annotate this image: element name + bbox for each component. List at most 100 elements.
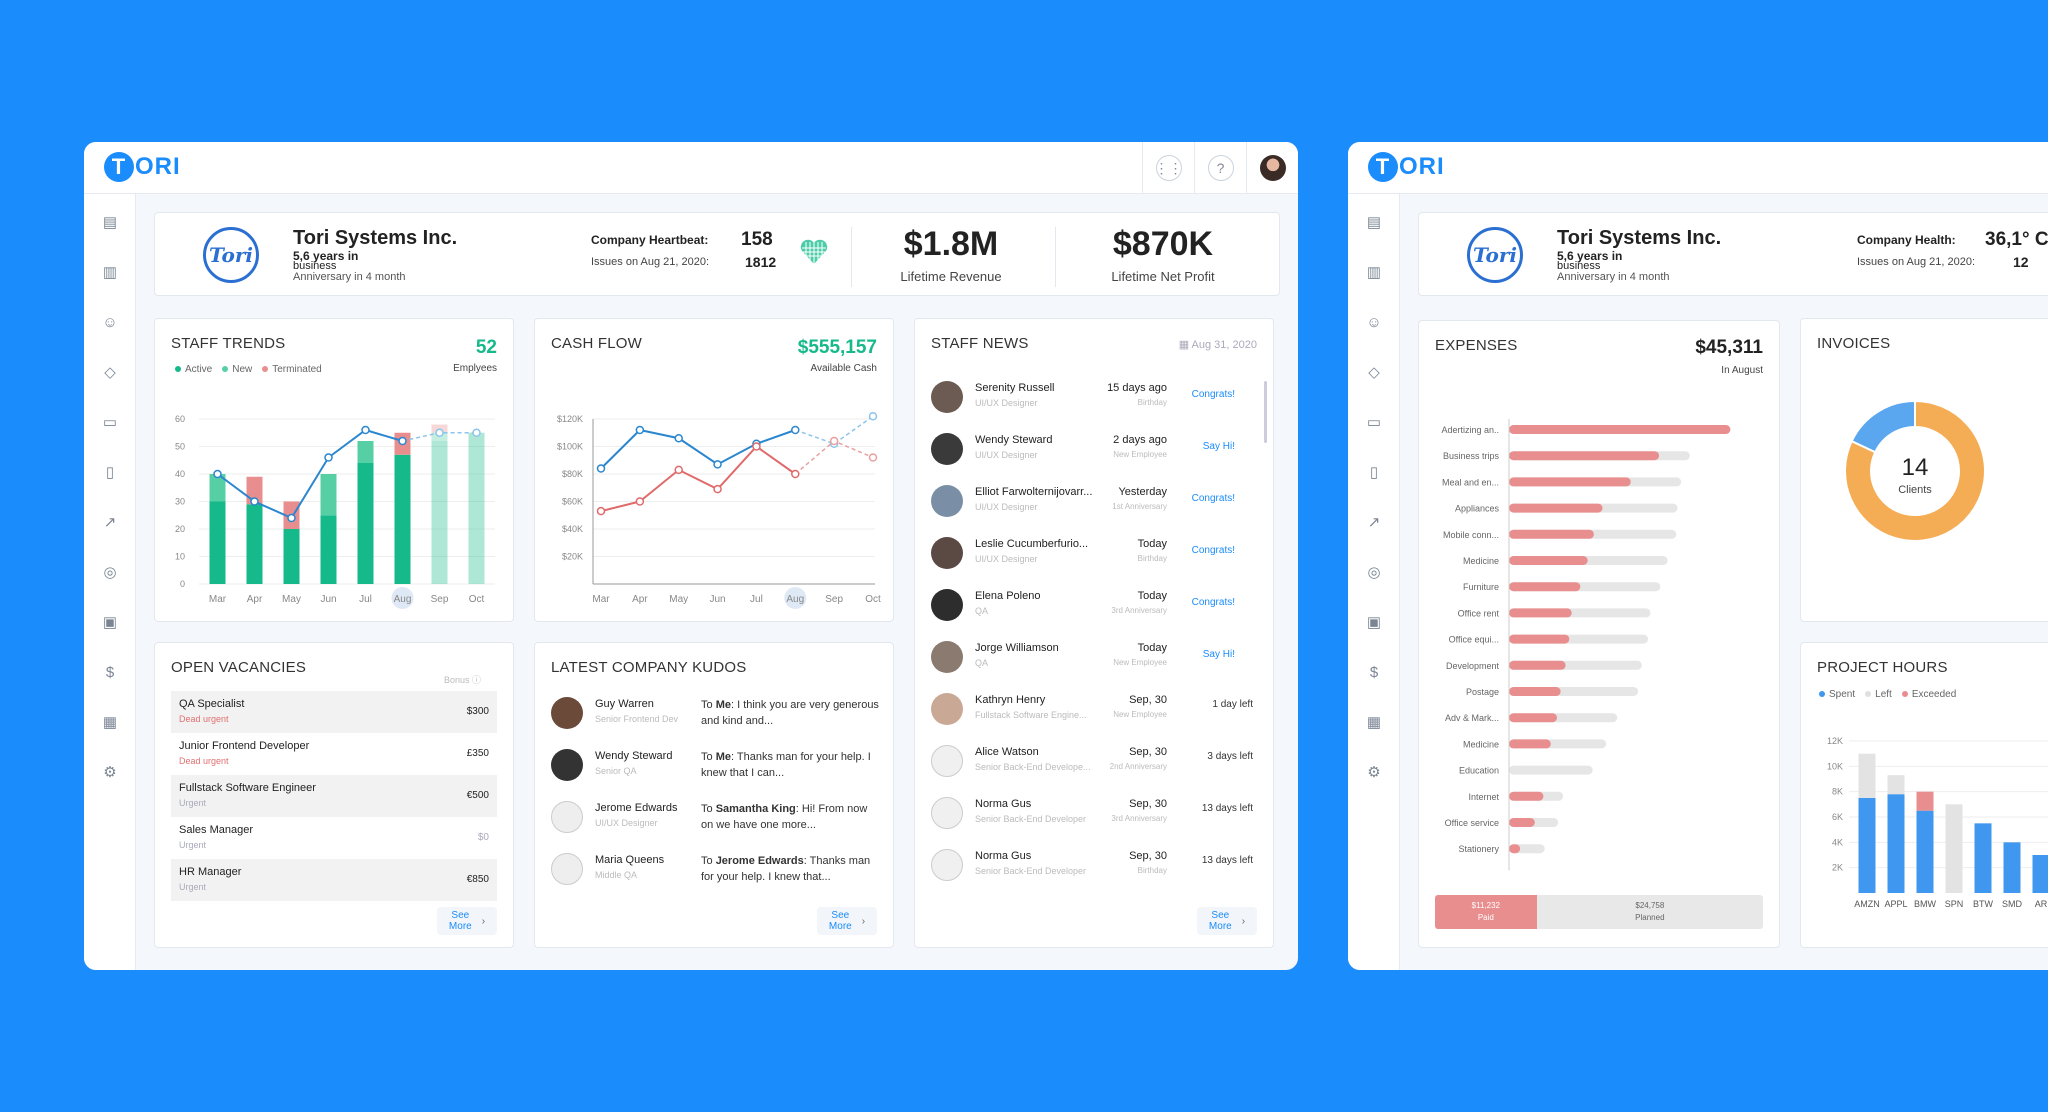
vacancy-status: Urgent bbox=[179, 882, 207, 892]
people-icon[interactable]: ☺ bbox=[102, 313, 118, 331]
news-action-button[interactable]: Congrats! bbox=[1191, 493, 1235, 504]
tag-icon[interactable]: ◇ bbox=[104, 364, 116, 381]
kudo-sender[interactable]: Wendy Steward bbox=[595, 750, 673, 762]
tori-logo[interactable]: T ORI bbox=[104, 152, 181, 182]
invoices-donut: 14 Clients bbox=[1844, 399, 1986, 542]
cash-point bbox=[674, 434, 683, 443]
search-user-icon[interactable]: ◎ bbox=[1367, 564, 1381, 581]
dollar-icon[interactable]: $ bbox=[105, 663, 115, 681]
news-when: Yesterday bbox=[1118, 486, 1167, 498]
cash-point bbox=[791, 425, 800, 435]
avatar bbox=[931, 745, 963, 777]
person-name[interactable]: Elliot Farwolternijovarr... bbox=[975, 486, 1093, 498]
settings-icon[interactable]: ⚙ bbox=[1367, 764, 1381, 781]
person-name[interactable]: Serenity Russell bbox=[975, 382, 1055, 394]
see-label: See bbox=[451, 910, 470, 921]
scrollbar[interactable] bbox=[1264, 381, 1267, 443]
kudo-sender[interactable]: Guy Warren bbox=[595, 698, 654, 710]
vacancy-row[interactable]: QA Specialist Dead urgent $300 bbox=[171, 691, 497, 733]
spent-bar bbox=[1509, 634, 1570, 644]
vacancy-row[interactable]: HR Manager Urgent €850 bbox=[171, 859, 497, 901]
legend-spent-label: Spent bbox=[1829, 689, 1856, 700]
chart-icon[interactable]: ↗ bbox=[1367, 514, 1381, 531]
apps-button[interactable]: ⋮⋮ bbox=[1142, 142, 1194, 194]
person-name[interactable]: Norma Gus bbox=[975, 798, 1032, 810]
invoice-slice bbox=[1844, 399, 1986, 542]
staff-news-see-more-button[interactable]: See More › bbox=[1197, 907, 1257, 935]
person-role: Senior Back-End Developer bbox=[975, 814, 1087, 824]
kudo-recipient: Samantha King bbox=[715, 803, 796, 815]
planned-bar bbox=[1509, 765, 1593, 775]
kudo-sender[interactable]: Maria Queens bbox=[595, 854, 665, 866]
document-icon[interactable]: ▯ bbox=[1369, 464, 1379, 481]
badge-icon[interactable]: ▣ bbox=[102, 614, 118, 631]
vacancy-row[interactable]: Junior Frontend Developer Dead urgent £350 bbox=[171, 733, 497, 775]
news-event: Birthday bbox=[1137, 866, 1167, 875]
profile-button[interactable] bbox=[1246, 142, 1298, 194]
headcount-point bbox=[398, 436, 407, 446]
vacancy-row[interactable]: Fullstack Software Engineer Urgent €500 bbox=[171, 775, 497, 817]
revenue-label: Lifetime Revenue bbox=[900, 269, 1002, 284]
briefcase-icon[interactable]: ▦ bbox=[1366, 714, 1382, 731]
staff-legend: Active New Terminated bbox=[175, 364, 322, 375]
heartbeat-value: 158 bbox=[741, 229, 773, 250]
person-name[interactable]: Wendy Steward bbox=[975, 434, 1053, 446]
vacancies-see-more-button[interactable]: See More › bbox=[437, 907, 497, 935]
news-action-button[interactable]: Congrats! bbox=[1191, 545, 1235, 556]
x-tick-label: Jun bbox=[320, 594, 336, 605]
paid-segment: $11,232 Paid bbox=[1435, 895, 1537, 929]
person-name[interactable]: Kathryn Henry bbox=[975, 694, 1046, 706]
briefcase-icon[interactable]: ▦ bbox=[102, 714, 118, 731]
person-name[interactable]: Norma Gus bbox=[975, 850, 1032, 862]
headcount-point bbox=[361, 425, 370, 435]
people-icon[interactable]: ☺ bbox=[1366, 313, 1382, 331]
news-item: Jorge Williamson QA Today New Employee Say H… bbox=[931, 641, 1257, 687]
news-action-button[interactable]: Congrats! bbox=[1191, 597, 1235, 608]
avatar bbox=[931, 797, 963, 829]
x-tick-label: Aug bbox=[394, 594, 412, 605]
news-action-button[interactable]: Say Hi! bbox=[1202, 441, 1235, 452]
kudo-item: Maria Queens Middle QA To Jerome Edwards: … bbox=[551, 853, 877, 903]
avatar bbox=[931, 485, 963, 517]
y-tick-label: 20 bbox=[175, 524, 185, 534]
staff-trends-card: STAFF TRENDS 52 Emplyees Active New Term… bbox=[154, 318, 514, 622]
tori-logo[interactable]: T ORI bbox=[1368, 152, 1445, 182]
tag-icon[interactable]: ◇ bbox=[1368, 364, 1380, 381]
person-name[interactable]: Alice Watson bbox=[975, 746, 1039, 758]
kudos-see-more-button[interactable]: See More › bbox=[817, 907, 877, 935]
selected-month-marker bbox=[784, 587, 807, 609]
person-role: UI/UX Designer bbox=[975, 554, 1038, 564]
kudo-sender-role: Senior Frontend Dev bbox=[595, 714, 679, 724]
y-tick-label: 12K bbox=[1827, 736, 1843, 746]
settings-icon[interactable]: ⚙ bbox=[103, 764, 117, 781]
badge-icon[interactable]: ▣ bbox=[1366, 614, 1382, 631]
chart-icon[interactable]: ↗ bbox=[103, 514, 117, 531]
kudo-sender[interactable]: Jerome Edwards bbox=[595, 802, 678, 814]
person-name[interactable]: Jorge Williamson bbox=[975, 642, 1059, 654]
search-user-icon[interactable]: ◎ bbox=[103, 564, 117, 581]
document-icon[interactable]: ▯ bbox=[105, 464, 115, 481]
building-icon[interactable]: ▥ bbox=[102, 264, 118, 281]
cash-point bbox=[596, 506, 606, 516]
news-action-button[interactable]: Congrats! bbox=[1191, 389, 1235, 400]
expenses-amount: $45,311 bbox=[1695, 337, 1763, 358]
hours-bar-spent bbox=[2003, 842, 2021, 893]
news-event: New Employee bbox=[1113, 450, 1167, 459]
person-name[interactable]: Leslie Cucumberfurio... bbox=[975, 538, 1089, 550]
hours-bar-left bbox=[1945, 804, 1963, 893]
cash-point bbox=[752, 442, 761, 451]
news-action-button[interactable]: Say Hi! bbox=[1202, 649, 1235, 660]
id-card-icon[interactable]: ▤ bbox=[102, 214, 118, 231]
inbox-icon[interactable]: ▭ bbox=[102, 414, 118, 431]
vacancy-row[interactable]: Sales Manager Urgent $0 bbox=[171, 817, 497, 859]
category-label: Office equi... bbox=[1449, 635, 1499, 645]
inbox-icon[interactable]: ▭ bbox=[1366, 414, 1382, 431]
building-icon[interactable]: ▥ bbox=[1366, 264, 1382, 281]
news-when: Today bbox=[1137, 642, 1167, 654]
help-button[interactable]: ? bbox=[1194, 142, 1246, 194]
dollar-icon[interactable]: $ bbox=[1369, 663, 1379, 681]
person-name[interactable]: Elena Poleno bbox=[975, 590, 1041, 602]
expenses-title: EXPENSES bbox=[1435, 337, 1518, 354]
years-text: 5,6 years in bbox=[1557, 249, 1623, 263]
id-card-icon[interactable]: ▤ bbox=[1366, 214, 1382, 231]
